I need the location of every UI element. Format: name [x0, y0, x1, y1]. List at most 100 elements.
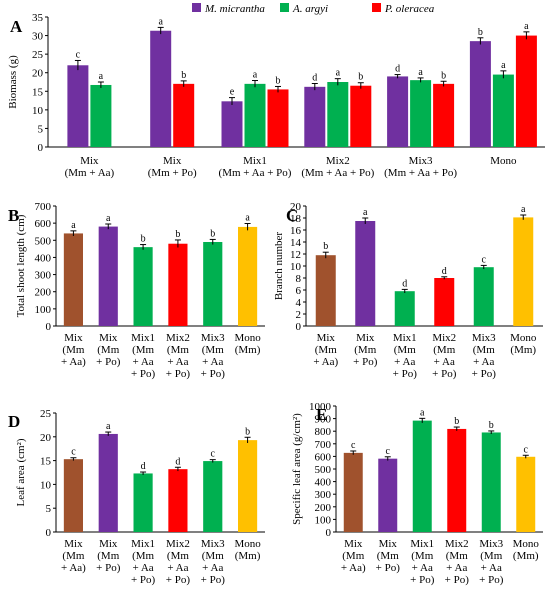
significance-label: b — [276, 75, 281, 86]
x-category-label: + Aa — [132, 562, 153, 574]
y-tick-label: 600 — [315, 451, 332, 463]
bar — [516, 456, 536, 532]
x-category-label: Mix1 — [243, 155, 267, 167]
x-category-label: Mix3 — [201, 332, 225, 344]
y-tick-label: 200 — [315, 502, 332, 514]
panel-letter: D — [8, 412, 20, 431]
panel-letter: C — [286, 206, 298, 225]
x-category-label: Mix — [64, 538, 83, 550]
bar — [90, 84, 112, 147]
y-tick-label: 200 — [35, 287, 52, 299]
significance-label: a — [524, 21, 529, 32]
bar — [513, 217, 534, 326]
significance-label: a — [501, 60, 506, 71]
x-category-label: (Mm + Aa + Po) — [219, 167, 292, 179]
y-tick-label: 20 — [40, 432, 52, 444]
y-tick-label: 5 — [46, 503, 52, 515]
x-category-label: Mono — [234, 538, 261, 550]
y-tick-label: 4 — [296, 297, 302, 309]
y-axis-title: Specific leaf area (g/cm²) — [291, 413, 303, 525]
bar — [67, 65, 89, 147]
significance-label: a — [158, 16, 163, 27]
bar — [412, 420, 432, 532]
x-category-label: Mix2 — [432, 332, 456, 344]
panel-letter: B — [8, 206, 19, 225]
y-axis-title: Branch number — [273, 232, 285, 300]
significance-label: c — [482, 254, 487, 265]
y-tick-label: 15 — [40, 456, 52, 468]
bar — [63, 459, 83, 532]
significance-label: c — [71, 447, 76, 458]
x-category-label: (Mm — [167, 344, 189, 356]
x-category-label: (Mm — [132, 344, 154, 356]
x-category-label: + Po) — [166, 368, 191, 380]
x-category-label: + Aa — [434, 356, 455, 368]
significance-label: d — [312, 72, 317, 83]
x-category-label: Mix1 — [131, 332, 155, 344]
y-tick-label: 16 — [290, 225, 302, 237]
x-category-label: + Po) — [96, 562, 121, 574]
x-category-label: + Aa — [167, 356, 188, 368]
x-category-label: (Mm — [411, 550, 433, 562]
significance-label: d — [402, 278, 407, 289]
panel-letter: A — [10, 17, 23, 36]
x-category-label: Mix — [356, 332, 375, 344]
y-axis-title: Total shoot length (cm) — [15, 214, 27, 317]
legend-label: M. micrantha — [204, 3, 265, 15]
y-tick-label: 500 — [35, 235, 52, 247]
bar — [327, 82, 349, 147]
significance-label: c — [386, 446, 391, 457]
bar — [203, 461, 223, 532]
significance-label: a — [253, 70, 258, 81]
bar — [433, 83, 455, 147]
x-category-label: Mix2 — [445, 538, 469, 550]
significance-label: d — [395, 64, 400, 75]
bar — [394, 291, 415, 326]
bar — [238, 440, 258, 532]
x-category-label: Mix — [64, 332, 83, 344]
x-category-label: (Mm — [62, 550, 84, 562]
x-category-label: + Aa — [202, 356, 223, 368]
x-category-label: (Mm — [480, 550, 502, 562]
y-tick-label: 14 — [290, 237, 302, 249]
bar — [350, 85, 372, 147]
bar — [133, 473, 153, 532]
x-category-label: + Aa) — [61, 562, 86, 574]
y-tick-label: 0 — [46, 321, 52, 333]
x-category-label: + Po) — [353, 356, 378, 368]
significance-label: b — [175, 229, 180, 240]
y-tick-label: 0 — [46, 527, 52, 539]
significance-label: a — [99, 71, 104, 82]
x-category-label: (Mm) — [235, 344, 261, 356]
significance-label: b — [489, 420, 494, 431]
y-tick-label: 10 — [32, 105, 44, 117]
bar — [304, 86, 326, 147]
x-category-label: Mix — [163, 155, 182, 167]
x-category-label: + Po) — [201, 368, 226, 380]
bar — [133, 247, 153, 326]
y-tick-label: 20 — [290, 201, 302, 213]
x-category-label: + Aa — [473, 356, 494, 368]
bar — [150, 30, 172, 147]
x-category-label: Mono — [510, 332, 537, 344]
x-category-label: Mix2 — [166, 332, 190, 344]
y-tick-label: 500 — [315, 464, 332, 476]
x-category-label: + Aa — [412, 562, 433, 574]
y-tick-label: 0 — [38, 142, 44, 154]
legend-label: P. oleracea — [384, 3, 435, 15]
x-category-label: Mono — [513, 538, 540, 550]
x-category-label: (Mm + Aa + Po) — [301, 167, 374, 179]
y-axis-title: Biomass (g) — [7, 55, 19, 109]
legend-swatch — [280, 3, 289, 12]
significance-label: b — [323, 241, 328, 252]
x-category-label: (Mm — [97, 344, 119, 356]
y-tick-label: 10 — [290, 261, 302, 273]
x-category-label: Mix — [99, 538, 118, 550]
y-tick-label: 700 — [315, 439, 332, 451]
x-category-label: (Mm — [473, 344, 495, 356]
legend-label: A. argyi — [292, 3, 328, 15]
bar — [410, 80, 432, 147]
y-tick-label: 5 — [38, 123, 44, 135]
x-category-label: Mix — [99, 332, 118, 344]
